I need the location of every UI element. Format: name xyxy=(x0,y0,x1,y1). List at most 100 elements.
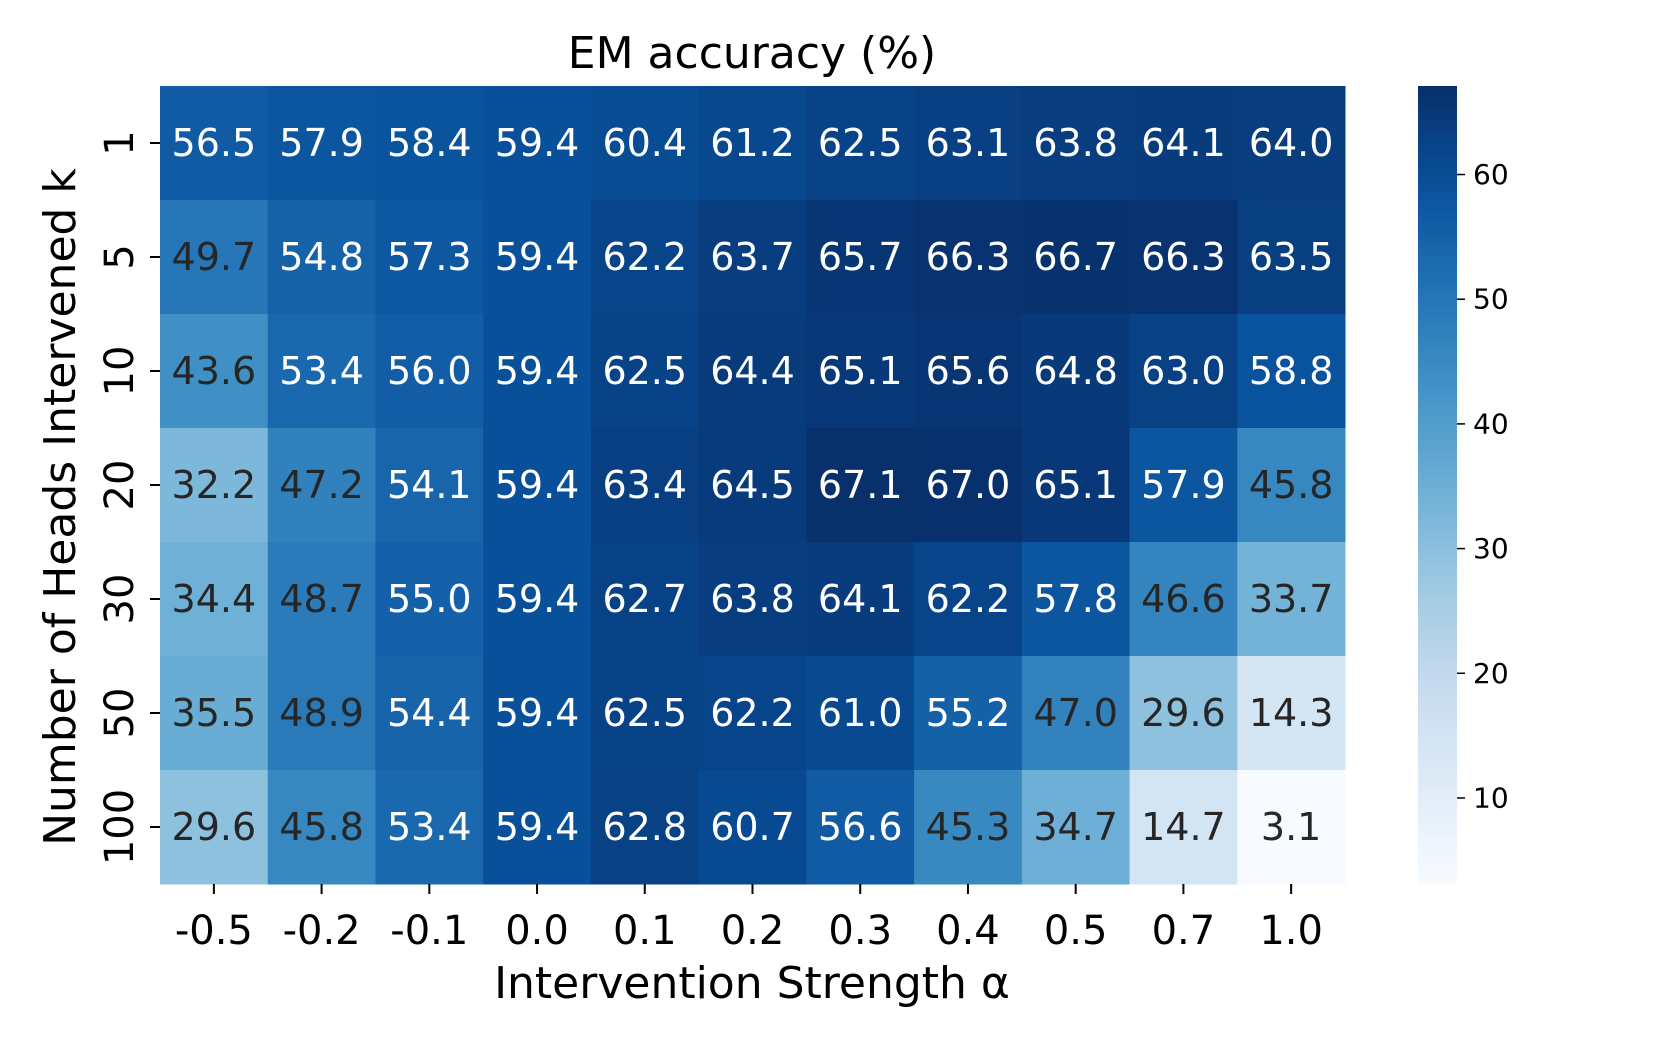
heatmap-cell xyxy=(267,542,376,657)
cell-value-label: 47.2 xyxy=(279,463,364,507)
cell-value-label: 59.4 xyxy=(495,349,580,393)
y-axis: 1 5 10 20 30 50 100 xyxy=(97,130,160,865)
heatmap-cell xyxy=(160,542,269,657)
cell-value-label: 62.2 xyxy=(602,235,687,279)
cell-value-label: 63.4 xyxy=(602,463,687,507)
y-tick-label: 20 xyxy=(97,460,143,511)
cell-value-label: 29.6 xyxy=(1141,691,1226,735)
heatmap-cell xyxy=(483,542,592,657)
x-tick-label: 0.4 xyxy=(936,908,1000,954)
heatmap-cell xyxy=(160,770,269,885)
cell-value-label: 65.6 xyxy=(926,349,1011,393)
heatmap-cell xyxy=(375,770,484,885)
cell-value-label: 63.8 xyxy=(710,577,795,621)
cell-value-label: 63.5 xyxy=(1249,235,1334,279)
x-tick-label: 0.3 xyxy=(828,908,892,954)
heatmap-cell xyxy=(914,86,1023,201)
x-tick-label: 1.0 xyxy=(1259,908,1323,954)
heatmap-cell xyxy=(806,428,915,543)
heatmap-cell xyxy=(375,656,484,771)
colorbar-tick-label: 50 xyxy=(1473,283,1509,316)
heatmap-cell xyxy=(267,200,376,315)
cell-value-label: 64.4 xyxy=(710,349,795,393)
cell-value-label: 63.8 xyxy=(1033,121,1118,165)
cell-value-label: 33.7 xyxy=(1249,577,1334,621)
cell-value-label: 56.6 xyxy=(818,805,903,849)
cell-value-label: 57.3 xyxy=(387,235,472,279)
y-tick-label: 1 xyxy=(97,130,143,155)
colorbar-gradient xyxy=(1418,86,1457,884)
cell-value-label: 43.6 xyxy=(172,349,257,393)
heatmap-cell xyxy=(1237,314,1346,429)
cell-value-label: 66.3 xyxy=(926,235,1011,279)
cell-value-label: 14.3 xyxy=(1249,691,1334,735)
cell-value-label: 62.7 xyxy=(602,577,687,621)
cell-value-label: 63.1 xyxy=(926,121,1011,165)
heatmap-cell xyxy=(806,86,915,201)
heatmap-cell xyxy=(698,542,807,657)
cell-value-label: 62.2 xyxy=(926,577,1011,621)
heatmap-cell xyxy=(1129,428,1238,543)
heatmap-cell xyxy=(160,428,269,543)
cell-value-label: 59.4 xyxy=(495,691,580,735)
cell-value-label: 59.4 xyxy=(495,121,580,165)
cell-value-label: 63.7 xyxy=(710,235,795,279)
cell-value-label: 54.8 xyxy=(279,235,364,279)
heatmap-cell xyxy=(375,314,484,429)
x-axis-label: Intervention Strength α xyxy=(494,958,1010,1009)
cell-value-label: 60.7 xyxy=(710,805,795,849)
heatmap-cell xyxy=(914,656,1023,771)
colorbar-tick-label: 60 xyxy=(1473,158,1509,191)
y-tick-label: 30 xyxy=(97,574,143,625)
heatmap-cell xyxy=(806,656,915,771)
cell-value-label: 60.4 xyxy=(602,121,687,165)
cell-value-label: 57.8 xyxy=(1033,577,1118,621)
heatmap-cell xyxy=(483,770,592,885)
cell-value-label: 62.5 xyxy=(602,349,687,393)
heatmap-cell xyxy=(914,428,1023,543)
heatmap-cell xyxy=(1129,200,1238,315)
heatmap-cell xyxy=(1021,656,1131,771)
cell-value-label: 61.0 xyxy=(818,691,903,735)
cell-value-label: 64.0 xyxy=(1249,121,1334,165)
cell-value-label: 3.1 xyxy=(1261,805,1321,849)
heatmap-cell xyxy=(267,428,376,543)
cell-value-label: 64.1 xyxy=(1141,121,1226,165)
cell-value-label: 62.8 xyxy=(602,805,687,849)
cell-value-label: 59.4 xyxy=(495,577,580,621)
heatmap-cell xyxy=(1021,770,1131,885)
cell-value-label: 62.5 xyxy=(602,691,687,735)
heatmap-cell xyxy=(914,770,1023,885)
heatmap-cell xyxy=(590,770,700,885)
heatmap-cell xyxy=(375,428,484,543)
cell-value-label: 47.0 xyxy=(1033,691,1118,735)
heatmap-cell xyxy=(1129,314,1238,429)
cell-value-label: 57.9 xyxy=(1141,463,1226,507)
heatmap-cell xyxy=(590,86,700,201)
x-tick-label: -0.2 xyxy=(283,908,361,954)
x-tick-label: -0.1 xyxy=(390,908,468,954)
colorbar-tick-label: 30 xyxy=(1473,532,1509,565)
heatmap-cell xyxy=(160,314,269,429)
heatmap-cell xyxy=(1237,428,1346,543)
heatmap-cell xyxy=(1021,86,1131,201)
colorbar-tick-label: 40 xyxy=(1473,407,1509,440)
cell-value-label: 14.7 xyxy=(1141,805,1226,849)
heatmap-cell xyxy=(1129,770,1238,885)
heatmap-cell xyxy=(375,542,484,657)
cell-value-label: 56.0 xyxy=(387,349,472,393)
cell-value-label: 59.4 xyxy=(495,235,580,279)
cell-value-label: 48.9 xyxy=(279,691,364,735)
heatmap-cell xyxy=(914,200,1023,315)
cell-value-label: 32.2 xyxy=(172,463,257,507)
cell-value-label: 64.5 xyxy=(710,463,795,507)
cell-value-label: 45.8 xyxy=(279,805,364,849)
heatmap-cell xyxy=(698,656,807,771)
cell-value-label: 62.2 xyxy=(710,691,795,735)
heatmap-cell xyxy=(590,656,700,771)
heatmap-cell xyxy=(1237,656,1346,771)
cell-value-label: 61.2 xyxy=(710,121,795,165)
heatmap-cell xyxy=(1237,542,1346,657)
x-tick-label: 0.1 xyxy=(613,908,677,954)
